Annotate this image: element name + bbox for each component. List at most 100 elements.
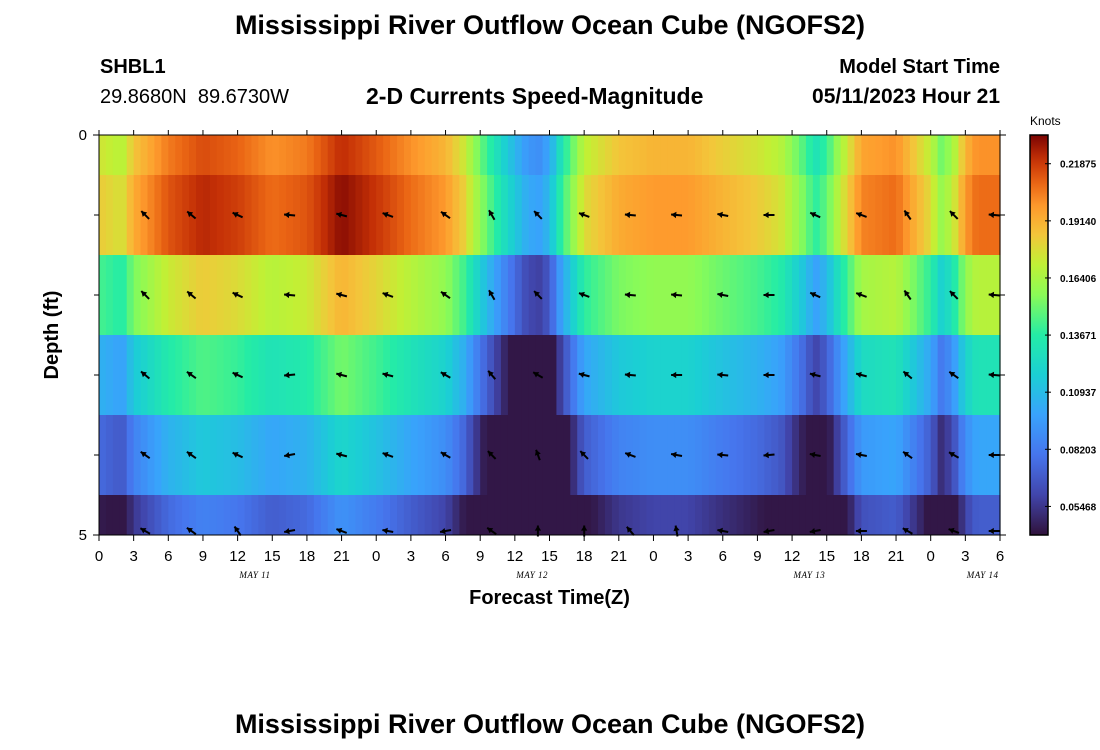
x-tick-label: 0	[927, 548, 935, 565]
heatmap-cell	[403, 135, 412, 175]
current-vector-arrow	[948, 451, 960, 459]
current-vector-arrow	[284, 528, 296, 535]
vector-head	[487, 527, 494, 534]
heatmap-cell	[112, 135, 121, 175]
heatmap-cell	[736, 335, 745, 415]
heatmap-cell	[951, 495, 960, 535]
chart-title: Mississippi River Outflow Ocean Cube (NG…	[234, 10, 866, 40]
vector-head	[717, 291, 723, 298]
heatmap-cell	[403, 175, 412, 255]
heatmap-cell	[313, 255, 322, 335]
heatmap-cell	[175, 135, 183, 175]
heatmap-cell	[272, 255, 280, 335]
heatmap-cell	[299, 415, 308, 495]
heatmap-cell	[785, 495, 793, 535]
heatmap-cell	[175, 175, 183, 255]
heatmap-cell	[923, 415, 932, 495]
heatmap-cell	[861, 135, 869, 175]
vector-head	[717, 211, 723, 218]
current-vector-arrow	[336, 527, 348, 534]
heatmap-cell	[847, 135, 856, 175]
heatmap-cell	[653, 415, 661, 495]
heatmap-cell	[937, 255, 946, 335]
heatmap-cell	[140, 495, 149, 535]
current-vector-arrow	[232, 371, 244, 379]
current-vector-arrow	[186, 210, 197, 220]
heatmap-cell	[736, 255, 745, 335]
heatmap-cell	[799, 175, 807, 255]
heatmap-cell	[708, 415, 717, 495]
x-tick-label: 18	[576, 548, 593, 565]
current-vector-arrow	[717, 291, 729, 298]
heatmap-cell	[237, 335, 246, 415]
heatmap-cell	[916, 415, 925, 495]
heatmap-cell	[168, 175, 176, 255]
heatmap-cell	[868, 175, 876, 255]
heatmap-cell	[611, 135, 620, 175]
vector-head	[949, 211, 956, 217]
heatmap-cell	[896, 495, 904, 535]
heatmap-cell	[909, 415, 918, 495]
heatmap-cell	[223, 415, 232, 495]
x-tick-label: 18	[853, 548, 870, 565]
heatmap-cell	[833, 255, 842, 335]
heatmap-cell	[923, 175, 932, 255]
heatmap-cell	[459, 415, 467, 495]
heatmap-cell	[556, 495, 564, 535]
heatmap-cell	[646, 135, 655, 175]
heatmap-cell	[528, 495, 537, 535]
heatmap-cell	[202, 135, 211, 175]
heatmap-cell	[743, 135, 752, 175]
heatmap-cell	[299, 495, 308, 535]
heatmap-cell	[168, 495, 176, 535]
heatmap-cell	[390, 135, 398, 175]
heatmap-cell	[618, 335, 627, 415]
heatmap-cell	[708, 135, 717, 175]
heatmap-cell	[514, 175, 523, 255]
heatmap-cell	[944, 175, 953, 255]
heatmap-cell	[514, 495, 523, 535]
vector-head	[949, 452, 955, 458]
heatmap-cell	[598, 335, 606, 415]
heatmap-cell	[251, 495, 260, 535]
x-date-label: MAY 13	[793, 570, 826, 580]
heatmap-cell	[424, 175, 433, 255]
heatmap-cell	[882, 335, 890, 415]
heatmap-cell	[653, 135, 661, 175]
heatmap-cell	[507, 495, 516, 535]
heatmap-cell	[237, 495, 246, 535]
second-chart-title: Mississippi River Outflow Ocean Cube (NG…	[234, 709, 866, 739]
heatmap-cell	[459, 175, 467, 255]
heatmap-cell	[688, 175, 696, 255]
heatmap-cell	[452, 135, 460, 175]
heatmap-cell	[397, 495, 405, 535]
heatmap-cell	[376, 135, 384, 175]
heatmap-cell	[452, 495, 460, 535]
vector-head	[141, 291, 148, 297]
heatmap-cell	[341, 135, 350, 175]
current-vector-arrow	[809, 451, 821, 458]
heatmap-cell	[618, 135, 627, 175]
heatmap-cell	[792, 335, 800, 415]
heatmap-cell	[209, 135, 218, 175]
vector-head	[856, 451, 862, 458]
heatmap-cell	[618, 175, 627, 255]
heatmap-cell	[112, 175, 121, 255]
heatmap-cell	[916, 175, 925, 255]
heatmap-cell	[348, 495, 357, 535]
heatmap-cell	[265, 495, 273, 535]
heatmap-cell	[542, 135, 551, 175]
heatmap-cell	[819, 135, 828, 175]
current-vector-arrow	[439, 528, 452, 535]
heatmap-cell	[868, 135, 876, 175]
heatmap-cell	[819, 255, 828, 335]
heatmap-cell	[861, 175, 869, 255]
heatmap-cell	[140, 135, 149, 175]
heatmap-cell	[348, 335, 357, 415]
current-vector-arrow	[855, 527, 867, 535]
heatmap-cell	[681, 415, 689, 495]
heatmap-cell	[715, 135, 724, 175]
heatmap-cell	[521, 175, 530, 255]
current-vector-arrow	[186, 526, 197, 536]
heatmap-cell	[611, 495, 620, 535]
